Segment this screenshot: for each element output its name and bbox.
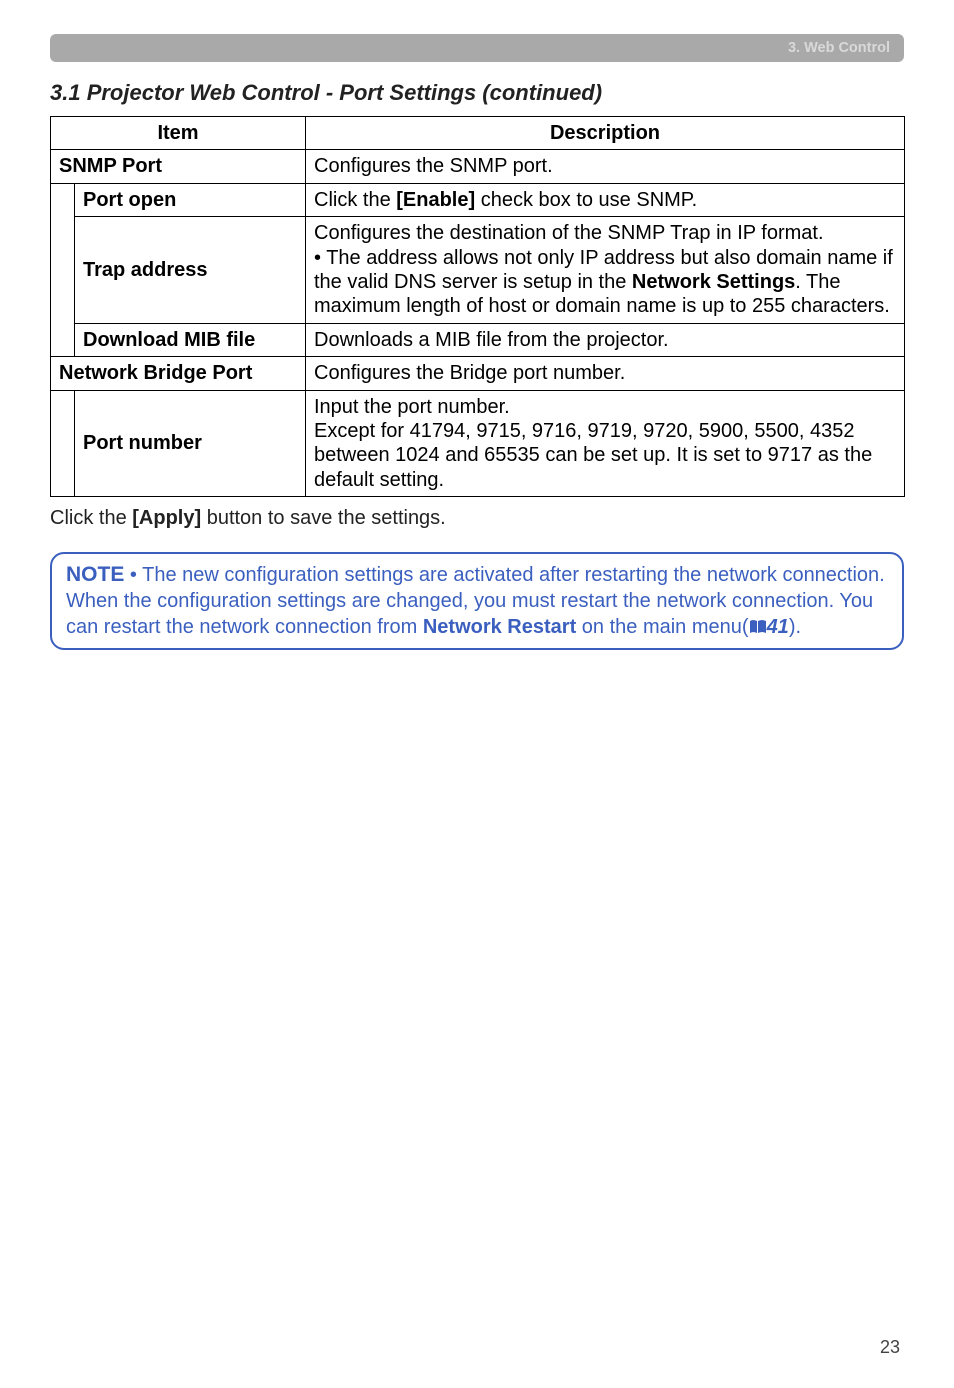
text: Configures the destination of the SNMP T… [314, 222, 824, 244]
cell-snmp-desc: Configures the SNMP port. [306, 150, 905, 183]
cell-network-bridge-port: Network Bridge Port [51, 357, 306, 390]
indent-cell [51, 183, 75, 356]
cell-download-mib-desc: Downloads a MIB file from the projector. [306, 323, 905, 356]
text: Except for 41794, 9715, 9716, 9719, 9720… [314, 420, 872, 491]
port-settings-table: Item Description SNMP Port Configures th… [50, 116, 905, 497]
text: Click the [50, 507, 132, 529]
network-restart-bold: Network Restart [423, 616, 576, 638]
text: check box to use SNMP. [475, 189, 697, 211]
indent-cell [51, 390, 75, 497]
book-icon [749, 619, 767, 635]
table-row: Port number Input the port number. Excep… [51, 390, 905, 497]
section-title: 3.1 Projector Web Control - Port Setting… [50, 80, 904, 106]
table-row: SNMP Port Configures the SNMP port. [51, 150, 905, 183]
apply-instruction: Click the [Apply] button to save the set… [50, 507, 904, 530]
cell-port-open: Port open [75, 183, 306, 216]
text: button to save the settings. [201, 507, 446, 529]
cell-port-open-desc: Click the [Enable] check box to use SNMP… [306, 183, 905, 216]
cell-port-number: Port number [75, 390, 306, 497]
col-header-item: Item [51, 117, 306, 150]
note-label: NOTE [66, 563, 124, 586]
enable-bold: [Enable] [396, 189, 475, 211]
note-body-c: ). [789, 616, 801, 638]
cell-port-number-desc: Input the port number. Except for 41794,… [306, 390, 905, 497]
header-bar: 3. Web Control [50, 34, 904, 62]
table-header-row: Item Description [51, 117, 905, 150]
text: Input the port number. [314, 396, 510, 418]
breadcrumb: 3. Web Control [788, 40, 890, 56]
network-settings-bold: Network Settings [632, 271, 795, 293]
cell-snmp-port: SNMP Port [51, 150, 306, 183]
apply-bold: [Apply] [132, 507, 201, 529]
text: Click the [314, 189, 396, 211]
note-box: NOTE • The new configuration settings ar… [50, 552, 904, 650]
cell-network-bridge-desc: Configures the Bridge port number. [306, 357, 905, 390]
table-row: Port open Click the [Enable] check box t… [51, 183, 905, 216]
table-row: Trap address Configures the destination … [51, 217, 905, 324]
table-row: Network Bridge Port Configures the Bridg… [51, 357, 905, 390]
cell-trap-desc: Configures the destination of the SNMP T… [306, 217, 905, 324]
cell-trap-address: Trap address [75, 217, 306, 324]
note-ref: 41 [767, 616, 789, 638]
table-row: Download MIB file Downloads a MIB file f… [51, 323, 905, 356]
cell-download-mib: Download MIB file [75, 323, 306, 356]
page-number: 23 [880, 1337, 900, 1358]
col-header-description: Description [306, 117, 905, 150]
note-body-b: on the main menu( [576, 616, 748, 638]
